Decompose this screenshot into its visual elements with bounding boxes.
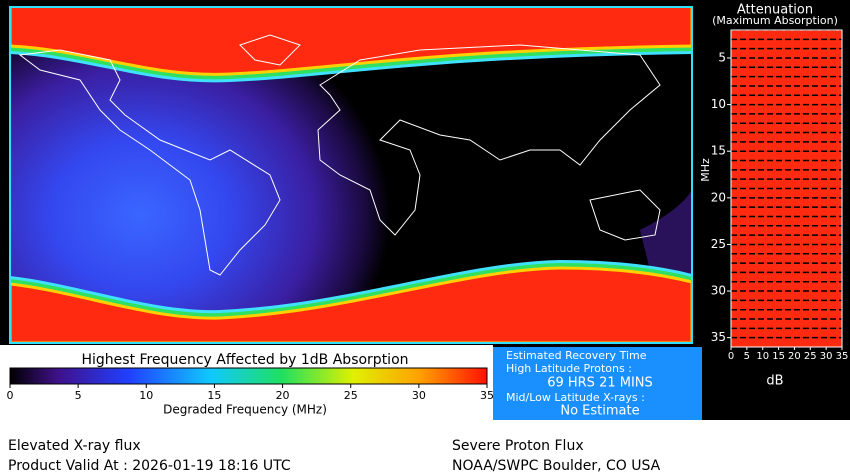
attenuation-bar	[731, 207, 842, 217]
x-tick-label: 15	[772, 351, 785, 362]
colorbar-tick-label: 35	[480, 389, 494, 402]
y-tick-label: 25	[711, 237, 726, 251]
map	[10, 7, 692, 343]
attenuation-bar	[731, 300, 842, 310]
x-tick-label: 10	[756, 351, 769, 362]
attenuation-bar	[731, 132, 842, 142]
attenuation-bar	[731, 319, 842, 329]
colorbar-tick-label: 20	[276, 389, 290, 402]
footer-text: Severe Proton Flux	[452, 438, 584, 454]
attenuation-title: Attenuation	[737, 3, 813, 18]
attenuation-bar	[731, 179, 842, 189]
attenuation-bar	[731, 67, 842, 77]
high-lat-value: 69 HRS 21 MINS	[547, 376, 653, 391]
x-axis-label: dB	[766, 374, 783, 389]
colorbar-label: Degraded Frequency (MHz)	[163, 403, 327, 417]
attenuation-bar	[731, 113, 842, 124]
attenuation-bar	[731, 235, 842, 245]
attenuation-bar	[731, 291, 842, 301]
footer-text: Elevated X-ray flux	[8, 438, 141, 454]
attenuation-bar	[731, 30, 842, 40]
x-tick-label: 30	[820, 351, 833, 362]
attenuation-bar	[731, 225, 842, 236]
colorbar	[9, 367, 488, 385]
x-tick-label: 35	[836, 351, 849, 362]
map-border	[9, 6, 693, 344]
x-tick-label: 5	[744, 351, 750, 362]
attenuation-bar	[731, 48, 842, 58]
attenuation-bar	[731, 39, 842, 49]
y-axis-label: MHz	[699, 158, 712, 182]
south-cap	[10, 259, 692, 343]
attenuation-bar	[731, 141, 842, 152]
attenuation-bar	[731, 337, 842, 347]
attenuation-bar	[731, 263, 842, 273]
attenuation-bar	[731, 95, 842, 105]
colorbar-tick-label: 10	[139, 389, 153, 402]
colorbar-tick-label: 25	[344, 389, 358, 402]
attenuation-bar	[731, 85, 842, 96]
colorbar-tick-label: 15	[207, 389, 221, 402]
attenuation-bar	[731, 57, 842, 68]
mid-low-label: Mid/Low Latitude X-rays :	[506, 391, 645, 404]
footer-text: NOAA/SWPC Boulder, CO USA	[452, 458, 661, 474]
attenuation-bar	[731, 188, 842, 198]
attenuation-bar	[731, 309, 842, 320]
colorbar-title: Highest Frequency Affected by 1dB Absorp…	[81, 352, 408, 368]
y-tick-label: 20	[711, 190, 726, 204]
x-tick-label: 25	[804, 351, 817, 362]
attenuation-bar	[731, 197, 842, 208]
attenuation-bar	[731, 123, 842, 133]
attenuation-bar	[731, 104, 842, 114]
x-tick-label: 0	[728, 351, 734, 362]
absorption-glow	[640, 190, 692, 280]
footer-text: Product Valid At : 2026-01-19 18:16 UTC	[8, 458, 291, 474]
attenuation-bar	[731, 272, 842, 282]
y-tick-label: 30	[711, 284, 726, 298]
high-lat-label: High Latitude Protons :	[506, 362, 632, 375]
mid-low-value: No Estimate	[560, 404, 639, 419]
y-tick-label: 5	[718, 50, 726, 64]
colorbar-tick-label: 30	[412, 389, 426, 402]
attenuation-bar	[731, 151, 842, 161]
plot-frame	[730, 29, 843, 348]
x-tick-label: 20	[788, 351, 801, 362]
north-cap	[10, 7, 692, 83]
colorbar-tick-label: 5	[75, 389, 82, 402]
recovery-panel	[493, 347, 702, 420]
attenuation-bar	[731, 160, 842, 170]
colorbar-tick-label: 0	[7, 389, 14, 402]
y-tick-label: 35	[711, 330, 726, 344]
attenuation-bar	[731, 169, 842, 180]
attenuation-bar	[731, 253, 842, 264]
attenuation-bar	[731, 328, 842, 338]
coastlines	[18, 34, 661, 276]
attenuation-bar	[731, 281, 842, 292]
attenuation-bar	[731, 244, 842, 254]
y-tick-label: 10	[711, 97, 726, 111]
attenuation-bar	[731, 76, 842, 86]
y-tick-label: 15	[711, 144, 726, 158]
recovery-title: Estimated Recovery Time	[506, 349, 647, 362]
attenuation-subtitle: (Maximum Absorption)	[712, 14, 838, 27]
attenuation-bar	[731, 216, 842, 226]
